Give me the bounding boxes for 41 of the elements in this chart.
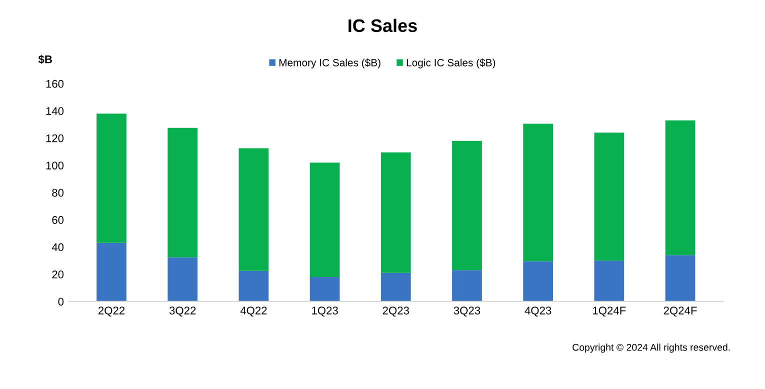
x-tick-label: 2Q24F — [664, 306, 697, 316]
bar — [310, 276, 340, 302]
bar — [452, 140, 482, 270]
y-tick-label: 0 — [58, 298, 64, 306]
y-tick-label: 40 — [52, 243, 64, 252]
y-tick-label: 20 — [52, 270, 64, 278]
legend-label: Memory IC Sales ($B) — [279, 58, 380, 68]
y-tick-label: 80 — [52, 188, 64, 197]
x-tick-label: 3Q22 — [169, 306, 196, 316]
x-tick-label: 1Q24F — [593, 306, 626, 316]
x-tick-label: 4Q23 — [524, 306, 552, 316]
bar — [523, 124, 554, 262]
chart-title: IC Sales — [348, 18, 417, 32]
legend-label: Logic IC Sales ($B) — [406, 58, 496, 68]
y-tick-label: 140 — [46, 107, 64, 115]
x-tick-label: 4Q22 — [240, 306, 267, 316]
bar — [238, 270, 269, 302]
y-tick-label: 120 — [46, 134, 64, 142]
bar — [594, 260, 624, 302]
bar — [594, 132, 624, 261]
bar — [96, 114, 126, 243]
x-tick-label: 2Q23 — [382, 306, 409, 316]
x-tick-label: 3Q23 — [454, 306, 480, 316]
bar — [96, 242, 126, 302]
x-tick-label: 2Q22 — [98, 306, 125, 316]
bar — [665, 120, 696, 256]
bar — [168, 128, 198, 258]
bar — [380, 152, 411, 273]
y-axis-title: $B — [38, 54, 52, 64]
bar — [452, 270, 482, 302]
y-tick-label: 60 — [52, 216, 64, 224]
bar — [238, 148, 269, 271]
y-tick-label: 100 — [46, 162, 64, 170]
x-tick-label: 1Q23 — [312, 306, 338, 316]
y-tick-label: 160 — [46, 80, 64, 88]
bar — [380, 272, 411, 302]
text: Copyright © 2024 All rights reserved. — [572, 344, 730, 353]
bar — [665, 255, 696, 302]
bar — [168, 257, 198, 302]
bar — [310, 162, 340, 277]
bar — [523, 261, 554, 302]
